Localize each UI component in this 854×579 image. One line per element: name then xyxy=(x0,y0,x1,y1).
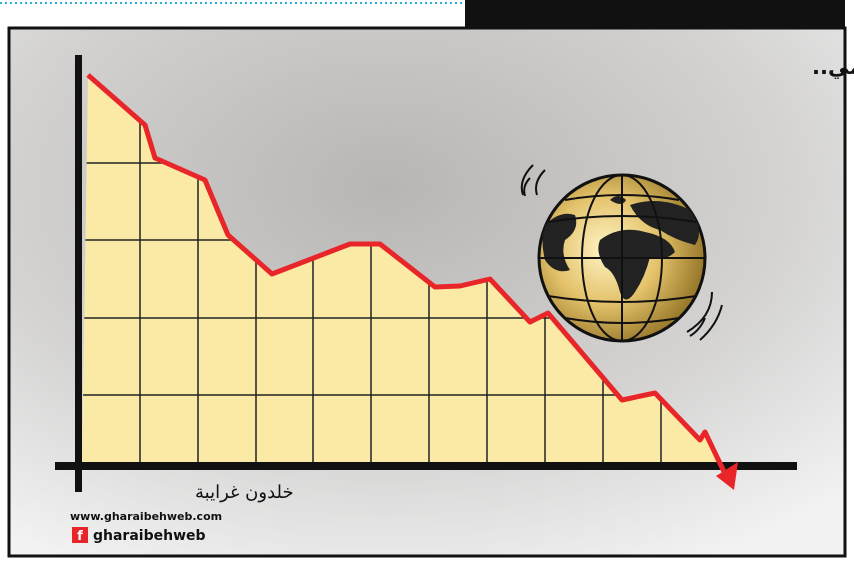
globe xyxy=(520,164,723,343)
facebook-badge xyxy=(72,527,88,543)
cartoon-title: الاقتصاد العالمي.. xyxy=(812,55,854,79)
website: www.gharaibehweb.com xyxy=(70,510,222,523)
y-axis xyxy=(75,55,82,492)
falling-line xyxy=(86,73,731,482)
facebook-handle: gharaibehweb xyxy=(93,528,206,544)
x-axis xyxy=(55,462,797,470)
signature: خلدون غرايبة xyxy=(195,482,294,503)
arrow-head xyxy=(716,462,738,490)
facebook-icon: f xyxy=(77,529,83,544)
header-bar xyxy=(465,0,845,27)
